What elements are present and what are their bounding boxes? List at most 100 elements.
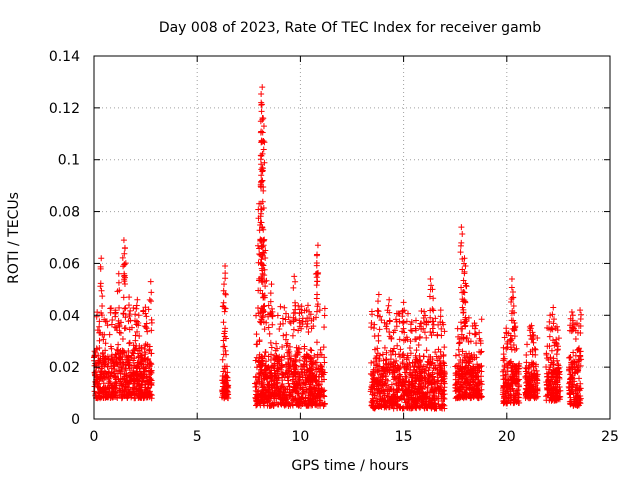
data-point: [262, 247, 269, 254]
data-point: [374, 350, 381, 357]
data-point: [554, 373, 561, 380]
data-point: [522, 368, 529, 375]
data-point: [509, 379, 516, 386]
data-point: [287, 356, 294, 363]
data-point: [386, 296, 393, 303]
data-point: [400, 299, 407, 306]
data-point: [294, 348, 301, 355]
data-point: [386, 317, 393, 324]
data-point: [462, 363, 469, 370]
data-point: [474, 382, 481, 389]
data-point: [571, 363, 578, 370]
data-point: [369, 372, 376, 379]
data-point: [478, 316, 485, 323]
data-point: [400, 350, 407, 357]
data-point: [375, 308, 382, 315]
data-point: [255, 358, 262, 365]
data-point: [303, 402, 310, 409]
data-point: [552, 325, 559, 332]
data-point: [292, 375, 299, 382]
data-point: [373, 383, 380, 390]
data-point: [110, 386, 117, 393]
data-point: [101, 373, 108, 380]
data-point: [138, 381, 145, 388]
data-point: [379, 382, 386, 389]
data-point: [404, 361, 411, 368]
data-point: [508, 364, 515, 371]
data-point: [462, 364, 469, 371]
data-point: [287, 320, 294, 327]
data-point: [304, 302, 311, 309]
data-point: [313, 339, 320, 346]
data-point: [577, 362, 584, 369]
data-point: [104, 322, 111, 329]
data-point: [577, 316, 584, 323]
data-point: [376, 363, 383, 370]
data-point: [284, 367, 291, 374]
data-point: [277, 303, 284, 310]
data-point: [544, 355, 551, 362]
data-point: [222, 270, 229, 277]
data-point: [253, 380, 260, 387]
data-point: [101, 331, 108, 338]
data-point: [396, 336, 403, 343]
data-point: [120, 310, 127, 317]
data-point: [301, 363, 308, 370]
data-point: [463, 387, 470, 394]
data-point: [423, 347, 430, 354]
data-point: [429, 318, 436, 325]
data-point: [462, 379, 469, 386]
data-point: [222, 275, 229, 282]
data-point: [135, 359, 142, 366]
data-point: [261, 139, 268, 146]
data-point: [377, 371, 384, 378]
data-point: [421, 329, 428, 336]
data-point: [500, 357, 507, 364]
data-point: [253, 341, 260, 348]
y-tick-label: 0.12: [49, 101, 80, 117]
data-point: [260, 262, 267, 269]
data-point: [426, 293, 433, 300]
data-point: [567, 375, 574, 382]
data-point: [407, 338, 414, 345]
data-point: [313, 274, 320, 281]
data-point: [456, 365, 463, 372]
data-point: [412, 404, 419, 411]
data-point: [392, 389, 399, 396]
data-point: [461, 255, 468, 262]
data-point: [523, 372, 530, 379]
data-point: [138, 352, 145, 359]
data-point: [419, 366, 426, 373]
data-point: [400, 318, 407, 325]
data-point: [567, 353, 574, 360]
data-point: [456, 395, 463, 402]
data-point: [127, 307, 134, 314]
data-point: [99, 368, 106, 375]
data-point: [397, 373, 404, 380]
data-point: [111, 354, 118, 361]
data-point: [374, 377, 381, 384]
data-point: [572, 366, 579, 373]
data-point: [107, 379, 114, 386]
data-point: [427, 328, 434, 335]
data-point: [290, 326, 297, 333]
data-point: [415, 386, 422, 393]
data-point: [111, 370, 118, 377]
data-point: [478, 362, 485, 369]
data-point: [98, 287, 105, 294]
data-point: [464, 353, 471, 360]
data-point: [289, 402, 296, 409]
data-point: [576, 375, 583, 382]
data-point: [296, 377, 303, 384]
data-point: [504, 400, 511, 407]
data-point: [261, 326, 268, 333]
data-point: [224, 377, 231, 384]
data-point: [296, 306, 303, 313]
data-point: [298, 303, 305, 310]
data-point: [381, 344, 388, 351]
data-point: [408, 374, 415, 381]
data-point: [439, 402, 446, 409]
data-point: [427, 314, 434, 321]
data-point: [374, 307, 381, 314]
data-point: [412, 371, 419, 378]
